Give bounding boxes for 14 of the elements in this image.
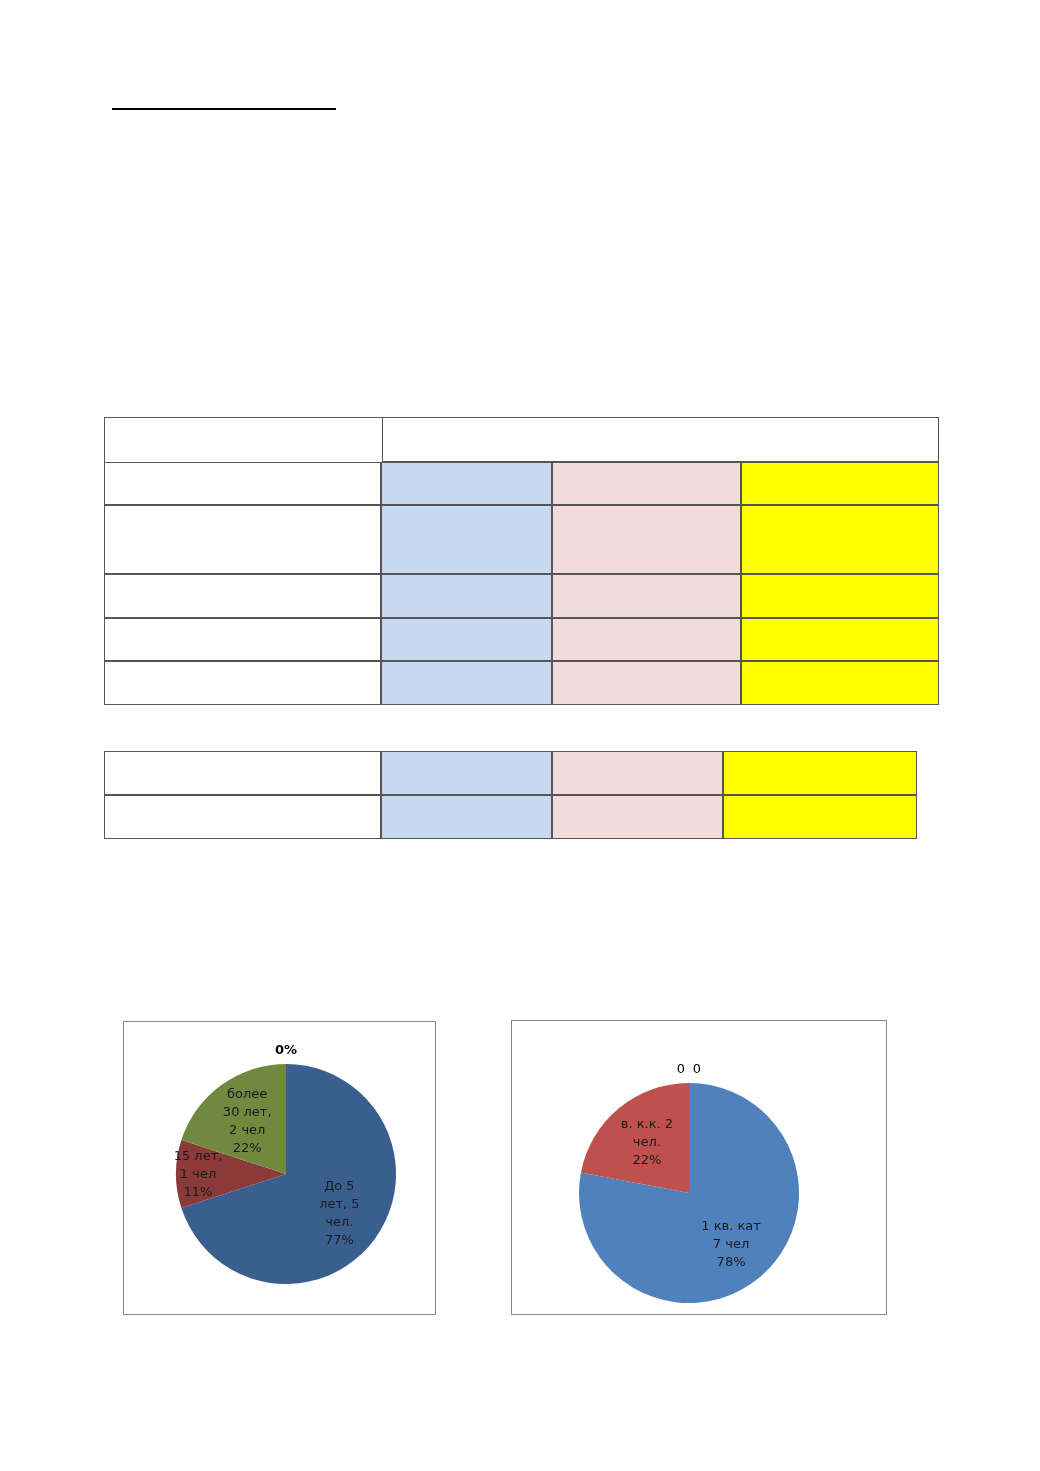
text: 0 bbox=[692, 1061, 702, 1076]
data-label: 78% bbox=[716, 1253, 746, 1269]
data-label: 77% bbox=[324, 1231, 354, 1247]
pie-slice bbox=[579, 1083, 799, 1303]
slice-label: в. к.к. 2 чел. bbox=[620, 1115, 674, 1149]
text: 0% bbox=[274, 1042, 298, 1057]
slice-label: более 30 лет, 2 чел bbox=[222, 1085, 272, 1137]
data-label: 22% bbox=[632, 1151, 662, 1167]
data-label: 11% bbox=[183, 1183, 213, 1199]
text: 0 bbox=[676, 1061, 686, 1076]
data-label: 22% bbox=[232, 1139, 262, 1155]
slice-label: 1 кв. кат 7 чел bbox=[701, 1217, 762, 1251]
slice-label: До 5 лет, 5 чел. bbox=[319, 1177, 360, 1229]
pie-slice bbox=[580, 1083, 689, 1193]
